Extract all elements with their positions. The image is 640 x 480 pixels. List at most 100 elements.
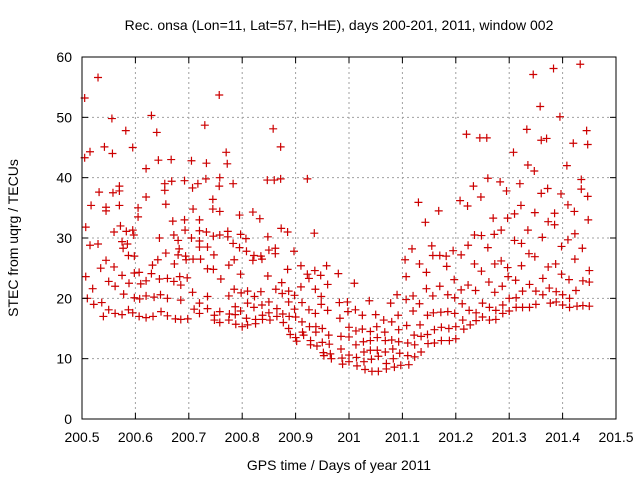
- x-tick-label: 201.2: [438, 429, 473, 445]
- data-point-marker: [208, 205, 217, 214]
- data-point-marker: [147, 269, 156, 278]
- data-point-marker: [585, 266, 594, 275]
- data-point-marker: [334, 269, 343, 278]
- data-point-marker: [511, 276, 520, 285]
- data-point-marker: [318, 338, 327, 347]
- data-point-marker: [345, 357, 353, 366]
- data-point-marker: [570, 207, 579, 216]
- data-point-marker: [298, 298, 307, 307]
- data-point-marker: [549, 64, 558, 73]
- data-point-marker: [216, 275, 225, 284]
- data-point-marker: [503, 263, 512, 272]
- data-point-marker: [189, 255, 198, 264]
- data-point-marker: [410, 352, 419, 361]
- data-point-marker: [142, 291, 151, 300]
- data-point-marker: [430, 325, 439, 334]
- data-point-marker: [264, 308, 273, 317]
- data-point-marker: [236, 270, 245, 279]
- data-point-marker: [459, 325, 468, 334]
- data-point-marker: [209, 265, 218, 274]
- data-point-marker: [322, 261, 331, 270]
- data-point-marker: [284, 297, 293, 306]
- data-point-marker: [215, 307, 224, 316]
- data-point-marker: [278, 310, 287, 319]
- data-point-marker: [271, 249, 280, 258]
- tick-layer: 200.5 200.6 200.7 200.8 200.9 201 201.1 201.2 20…: [56, 49, 633, 445]
- data-point-marker: [230, 255, 239, 264]
- data-point-marker: [89, 300, 98, 309]
- data-point-marker: [135, 294, 144, 303]
- data-point-marker: [451, 334, 460, 343]
- data-point-marker: [390, 363, 399, 372]
- data-point-marker: [180, 176, 189, 185]
- data-point-marker: [543, 184, 552, 193]
- data-point-marker: [379, 316, 388, 325]
- y-tick-label: 40: [56, 170, 72, 186]
- data-point-marker: [130, 268, 139, 277]
- data-point-marker: [458, 299, 467, 308]
- data-point-marker: [570, 229, 579, 238]
- data-point-marker: [209, 250, 218, 259]
- data-point-marker: [283, 227, 292, 236]
- data-point-marker: [276, 142, 285, 151]
- data-point-marker: [530, 252, 539, 261]
- data-point-marker: [171, 314, 180, 323]
- data-point-marker: [249, 251, 258, 260]
- data-point-marker: [235, 243, 244, 252]
- data-point-marker: [203, 243, 212, 252]
- data-point-marker: [582, 126, 591, 135]
- data-point-marker: [563, 235, 572, 244]
- data-point-marker: [497, 256, 506, 265]
- data-point-marker: [265, 316, 274, 325]
- data-point-marker: [323, 306, 332, 315]
- data-point-marker: [215, 182, 224, 191]
- data-point-marker: [285, 312, 294, 321]
- data-point-marker: [104, 277, 113, 286]
- data-point-marker: [203, 304, 212, 313]
- data-point-marker: [576, 60, 585, 69]
- data-point-marker: [124, 279, 133, 288]
- data-point-marker: [86, 241, 95, 250]
- data-point-marker: [538, 274, 547, 283]
- data-point-marker: [423, 311, 432, 320]
- data-point-marker: [111, 309, 120, 318]
- data-point-marker: [537, 189, 546, 198]
- data-point-marker: [336, 345, 345, 354]
- data-point-marker: [551, 259, 560, 268]
- data-point-marker: [402, 321, 411, 330]
- data-point-marker: [183, 314, 192, 323]
- data-point-marker: [538, 290, 547, 299]
- data-point-marker: [298, 317, 307, 326]
- data-point-marker: [174, 236, 183, 245]
- data-point-marker: [557, 270, 566, 279]
- data-point-marker: [515, 179, 524, 188]
- data-point-marker: [478, 299, 487, 308]
- data-point-marker: [135, 268, 144, 277]
- data-point-marker: [187, 156, 196, 165]
- data-point-marker: [94, 73, 103, 82]
- data-point-marker: [242, 247, 251, 256]
- data-point-marker: [290, 291, 299, 300]
- data-point-marker: [545, 284, 554, 293]
- data-point-marker: [264, 246, 273, 255]
- data-point-marker: [394, 311, 403, 320]
- data-point-marker: [485, 316, 494, 325]
- data-point-marker: [142, 313, 151, 322]
- data-point-marker: [570, 255, 579, 264]
- data-point-marker: [296, 282, 305, 291]
- data-point-marker: [538, 233, 547, 242]
- data-point-marker: [122, 227, 131, 236]
- data-point-marker: [465, 306, 474, 315]
- data-point-marker: [584, 215, 593, 224]
- data-point-marker: [470, 230, 479, 239]
- data-point-marker: [147, 111, 156, 120]
- data-point-marker: [518, 303, 527, 312]
- data-point-marker: [102, 206, 111, 215]
- data-point-marker: [428, 251, 437, 260]
- data-point-marker: [386, 299, 395, 308]
- data-point-marker: [382, 364, 391, 373]
- data-point-marker: [483, 174, 492, 183]
- data-point-marker: [319, 351, 328, 360]
- data-point-marker: [450, 309, 459, 318]
- data-point-marker: [510, 236, 519, 245]
